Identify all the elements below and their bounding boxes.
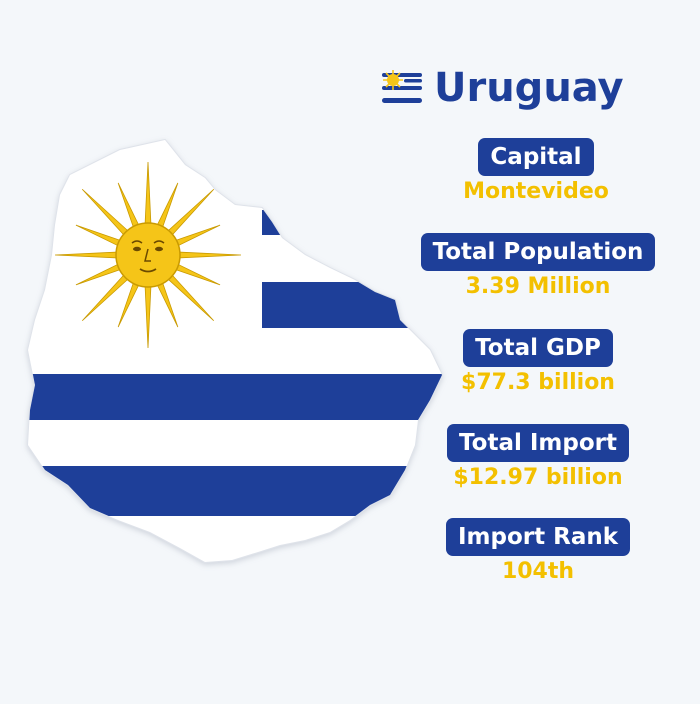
country-title: Uruguay [434,65,624,111]
stat-total-population: Total Population 3.39 Million [388,233,688,301]
stat-label: Total Population [420,233,656,271]
stat-value: 3.39 Million [465,274,611,299]
stat-label: Total GDP [463,329,613,367]
stat-label: Import Rank [445,518,631,556]
stat-value: $12.97 billion [453,465,623,490]
stat-import-rank: Import Rank 104th [388,518,688,586]
stat-value: Montevideo [463,179,609,204]
stat-total-import: Total Import $12.97 billion [388,424,688,492]
stat-value: 104th [501,559,575,584]
stat-label: Total Import [447,424,629,462]
title-row: Uruguay [380,62,624,114]
sun-of-may-icon [54,161,242,349]
stat-capital: Capital Montevideo [386,138,686,206]
stat-value: $77.3 billion [461,370,615,395]
uruguay-flag-icon [382,70,422,103]
stat-label: Capital [478,138,594,176]
stat-total-gdp: Total GDP $77.3 billion [388,329,688,397]
